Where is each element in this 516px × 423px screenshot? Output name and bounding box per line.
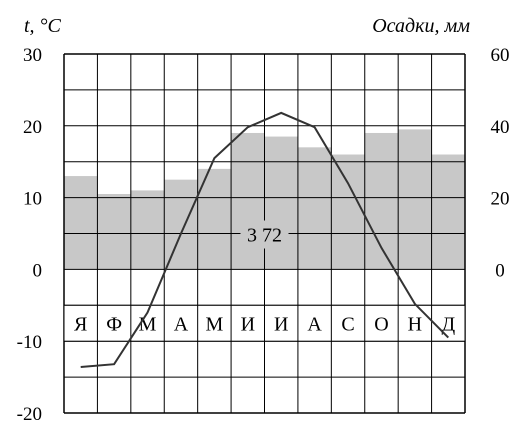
- temperature-tick-label: 20: [23, 117, 42, 138]
- temperature-tick-label: -10: [17, 332, 42, 353]
- temperature-line: [80, 111, 450, 368]
- annual-precipitation-background: [240, 220, 289, 249]
- precipitation-bar: [398, 129, 432, 270]
- month-label: А: [174, 313, 189, 335]
- month-label: О: [374, 313, 388, 335]
- precipitation-tick-label: 60: [491, 45, 510, 66]
- month-label: Ф: [106, 313, 122, 335]
- precipitation-axis-title: Осадки, мм: [372, 15, 470, 37]
- precipitation-bar: [297, 147, 332, 270]
- axis-ticks: 30 20 10 0 -10 -20 60 40 20 0: [17, 45, 510, 423]
- precipitation-bar: [264, 136, 298, 270]
- temperature-tick-label: 10: [23, 189, 42, 210]
- month-label: И: [274, 313, 288, 335]
- temperature-tick-label: 30: [23, 45, 42, 66]
- month-label: Д: [441, 313, 455, 335]
- precipitation-bar: [431, 154, 465, 270]
- month-label: Н: [408, 313, 422, 335]
- month-label: А: [307, 313, 322, 335]
- precipitation-bar: [231, 132, 265, 270]
- month-label: И: [241, 313, 255, 335]
- month-label: С: [341, 313, 354, 335]
- chart-grid: [63, 53, 466, 414]
- precipitation-tick-label: 20: [491, 189, 510, 210]
- precipitation-bar: [130, 190, 165, 270]
- precipitation-bar: [97, 194, 131, 270]
- annual-precipitation-group: 3 72: [240, 220, 289, 249]
- precipitation-bar: [331, 154, 365, 270]
- temperature-tick-label: -20: [17, 404, 42, 423]
- temperature-axis-title: t, °C: [24, 15, 62, 37]
- month-label: Я: [74, 313, 87, 335]
- precipitation-bar: [64, 176, 98, 270]
- temperature-tick-label: 0: [33, 260, 43, 281]
- precipitation-tick-label: 0: [495, 260, 505, 281]
- precipitation-tick-label: 40: [491, 117, 510, 138]
- month-label: М: [139, 313, 157, 335]
- precipitation-bar: [164, 179, 198, 270]
- month-label: М: [205, 313, 223, 335]
- annual-precipitation-label: 3 72: [247, 225, 282, 247]
